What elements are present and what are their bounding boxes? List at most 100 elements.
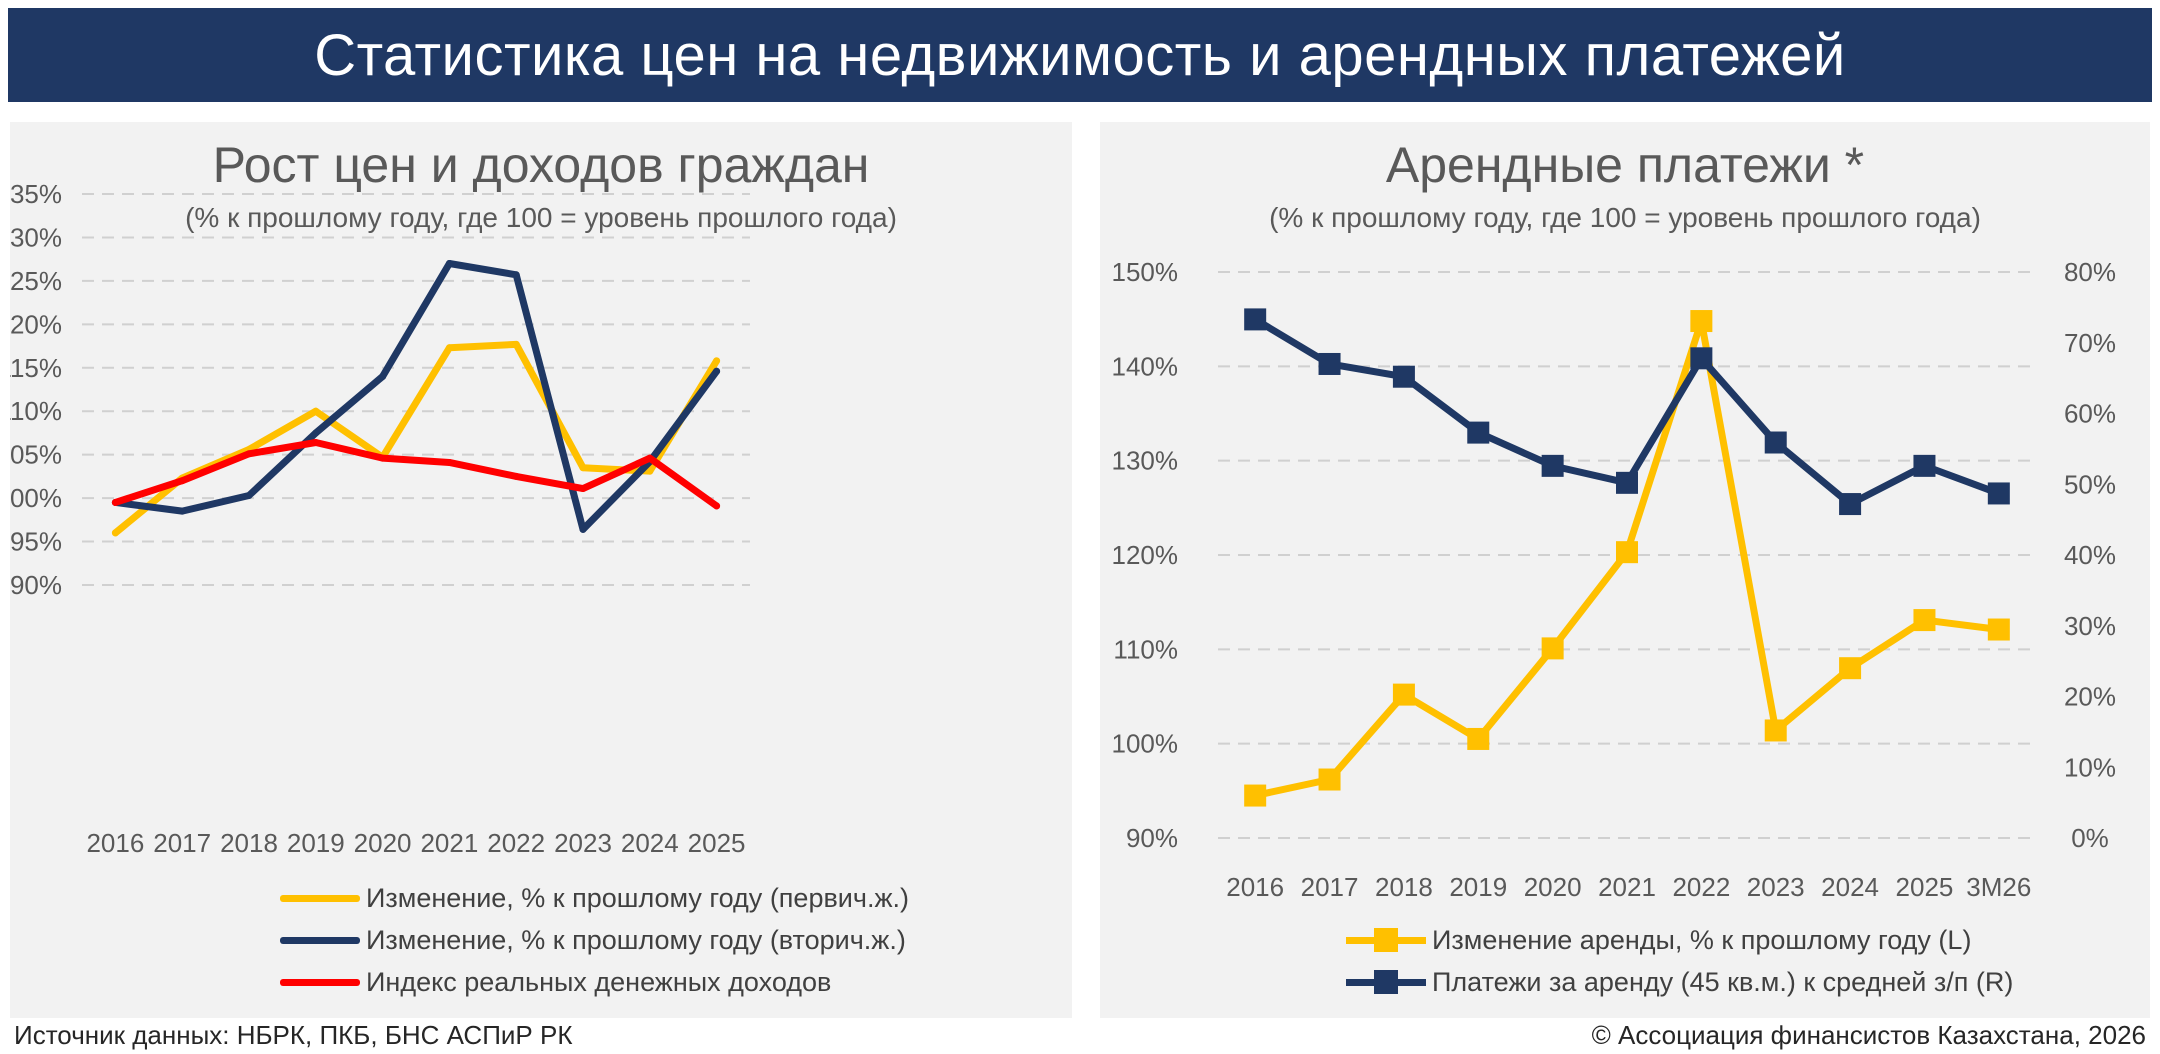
x-tick-label: 2025 [688,828,746,858]
data-point [178,507,186,515]
legend-label: Изменение аренды, % к прошлому году (L) [1432,924,1972,955]
y-tick-label: 120% [10,309,62,339]
y-tick-label: 105% [10,440,62,470]
legend-swatch-yellow-square [1346,927,1426,953]
data-point [245,450,253,458]
x-tick-label: 2017 [153,828,211,858]
data-point [646,467,654,475]
legend-item-secondary-housing: Изменение, % к прошлому году (вторич.ж.) [280,924,909,956]
data-point-marker [1987,618,2010,641]
data-point-marker [1987,482,2010,505]
legend-label: Платежи за аренду (45 кв.м.) к средней з… [1432,966,2014,997]
y-tick-label: 125% [10,266,62,296]
data-point-marker [1244,784,1267,807]
x-tick-label: 2021 [420,828,478,858]
x-tick-label: 2021 [1598,872,1656,902]
data-point-marker [1764,431,1787,454]
legend-item-rent-change: Изменение аренды, % к прошлому году (L) [1346,924,2013,956]
x-tick-label: 2023 [554,828,612,858]
data-point [512,472,520,480]
data-point [312,439,320,447]
legend-swatch-navy-square [1346,969,1426,995]
data-point [111,529,119,537]
legend-item-real-income: Индекс реальных денежных доходов [280,966,909,998]
data-point [646,454,654,462]
x-tick-label: 3М26 [1966,872,2031,902]
data-point [445,458,453,466]
data-point-marker [1690,310,1713,333]
y-tick-label: 130% [10,222,62,252]
data-point-marker [1913,609,1936,632]
data-point [245,492,253,500]
x-tick-label: 2016 [86,828,144,858]
y-right-tick-label: 10% [2064,752,2116,782]
data-point-marker [1839,657,1862,680]
y-left-tick-label: 110% [1113,634,1178,664]
y-right-tick-label: 20% [2064,682,2116,712]
data-point [445,344,453,352]
series-line-secondary-housing [111,260,721,533]
x-tick-label: 2023 [1747,872,1805,902]
data-point-marker [1616,541,1638,564]
data-point [579,485,587,493]
x-tick-label: 2019 [287,828,345,858]
data-point-marker [1318,768,1341,791]
y-right-tick-label: 70% [2064,328,2116,358]
y-right-tick-label: 80% [2064,257,2116,287]
y-left-tick-label: 130% [1112,446,1179,476]
x-tick-label: 2020 [354,828,412,858]
y-tick-label: 95% [10,527,62,557]
left-chart-svg: 135% 130% 125% 120% 115% 110% 105% 100% 95% 90% 20… [10,179,750,858]
data-point-marker [1318,352,1341,375]
legend-item-primary-housing: Изменение, % к прошлому году (первич.ж.) [280,882,909,914]
data-point [512,271,520,279]
y-tick-label: 115% [10,353,62,383]
y-right-tick-label: 50% [2064,469,2116,499]
copyright-note: © Ассоциация финансистов Казахстана, 202… [1591,1020,2146,1050]
data-point-marker [1392,365,1415,388]
data-point [111,498,119,506]
data-point [579,525,587,533]
data-point-marker [1467,421,1490,444]
left-chart-panel: Рост цен и доходов граждан (% к прошлому… [10,122,1072,1018]
data-point [312,407,320,415]
x-tick-label: 2019 [1449,872,1507,902]
right-chart-panel: Арендные платежи * (% к прошлому году, г… [1100,122,2150,1018]
y-right-tick-label: 0% [2071,823,2109,853]
y-left-tick-label: 120% [1112,540,1179,570]
x-tick-label: 2022 [1672,872,1730,902]
data-point-marker [1244,308,1267,331]
x-tick-label: 2018 [1375,872,1433,902]
legend-label: Индекс реальных денежных доходов [366,966,832,997]
y-left-tick-label: 150% [1112,257,1179,287]
right-chart-subtitle: (% к прошлому году, где 100 = уровень пр… [1269,202,1981,233]
y-right-tick-label: 30% [2064,611,2116,641]
y-tick-label: 135% [10,179,62,209]
data-point [579,464,587,472]
x-tick-label: 2016 [1226,872,1284,902]
legend-swatch-red [280,978,360,986]
y-tick-label: 110% [10,396,62,426]
data-point [312,429,320,437]
data-point-marker [1690,347,1713,370]
y-left-tick-label: 90% [1126,823,1178,853]
x-tick-label: 2017 [1301,872,1359,902]
data-point [713,357,721,365]
right-chart-svg: 150% 140% 130% 120% 110% 100% 90% 80% 70% 60% 50% 4… [1112,257,2117,902]
legend-label: Изменение, % к прошлому году (вторич.ж.) [366,924,906,955]
right-chart-legend: Изменение аренды, % к прошлому году (L) … [1346,924,2013,998]
legend-swatch-navy [280,936,360,944]
y-left-tick-label: 100% [1112,729,1179,759]
title-banner: Статистика цен на недвижимость и арендны… [8,8,2152,102]
x-tick-label: 2020 [1524,872,1582,902]
data-source-note: Источник данных: НБРК, ПКБ, БНС АСПиР РК [14,1020,573,1050]
x-tick-label: 2022 [487,828,545,858]
data-point-marker [1839,493,1862,516]
y-right-tick-label: 60% [2064,399,2116,429]
data-point-marker [1764,719,1787,742]
data-point [178,477,186,485]
right-chart-title: Арендные платежи * [1385,137,1865,193]
legend-label: Изменение, % к прошлому году (первич.ж.) [366,882,910,913]
data-point [713,502,721,510]
page-title: Статистика цен на недвижимость и арендны… [314,22,1846,88]
